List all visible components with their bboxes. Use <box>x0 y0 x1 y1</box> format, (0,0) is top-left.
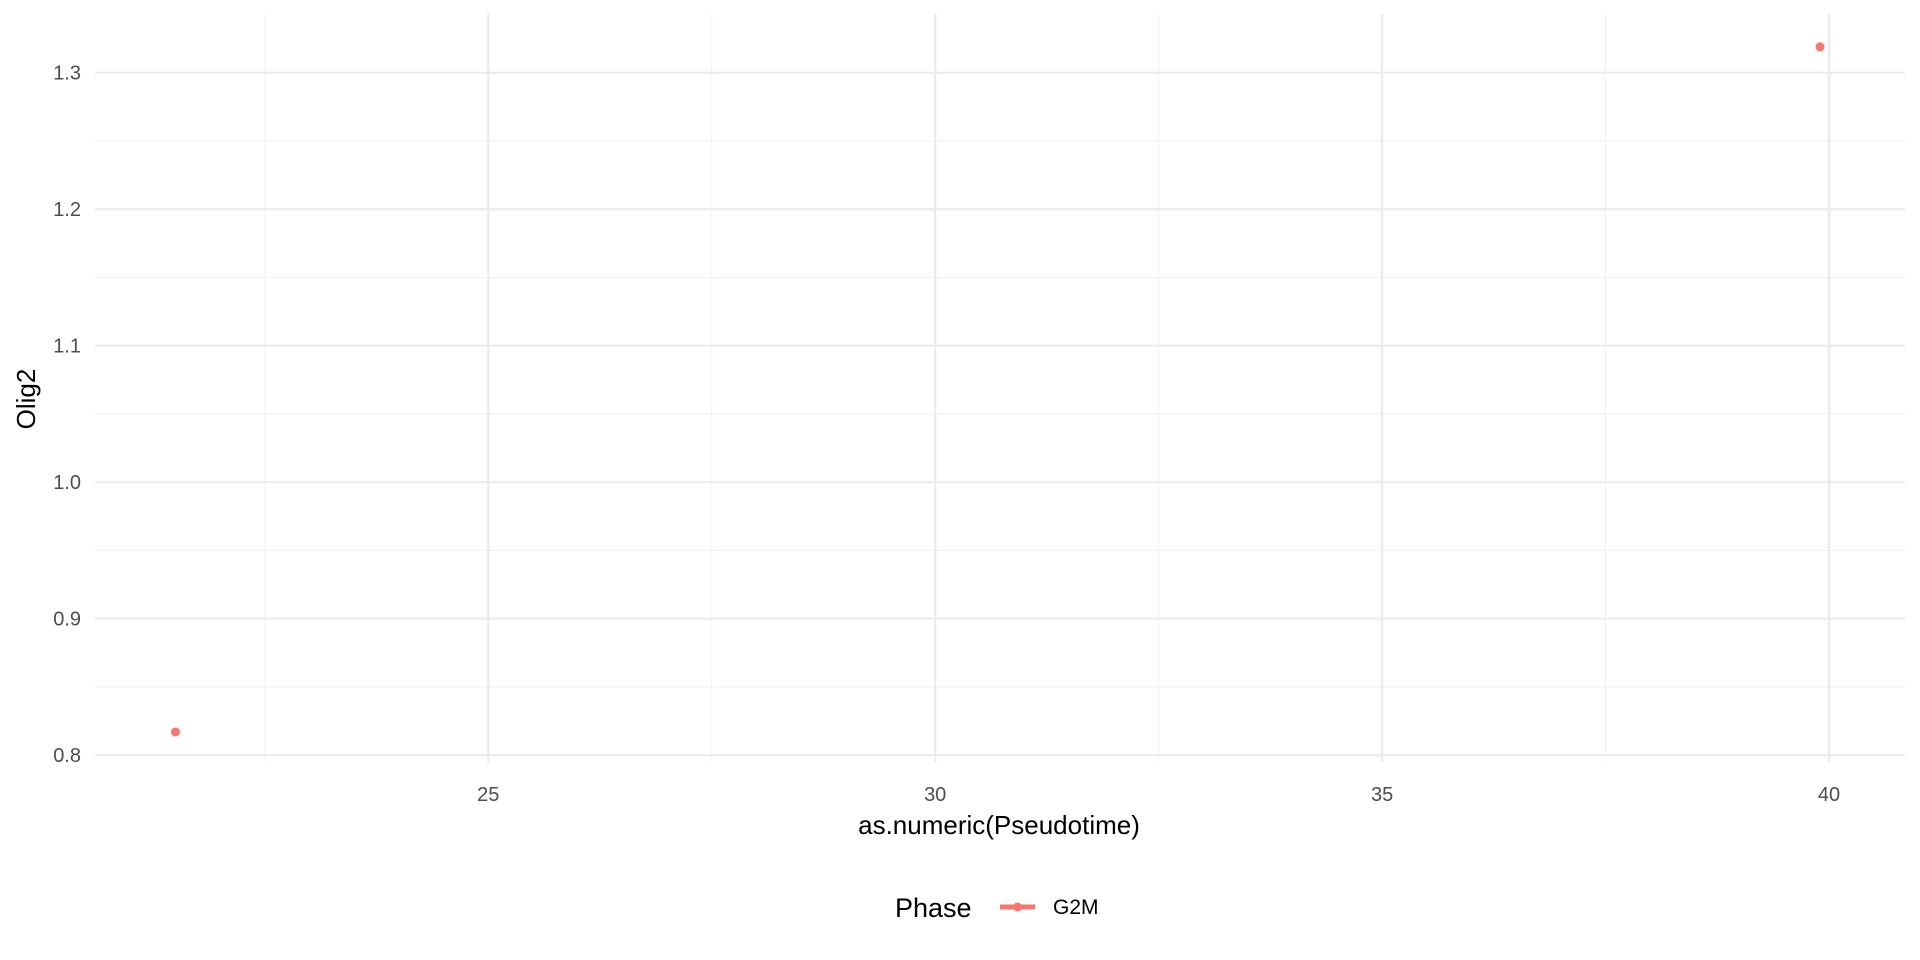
y-tick-label: 0.8 <box>53 745 81 767</box>
y-tick-label: 1.3 <box>53 63 81 85</box>
y-axis-title: Olig2 <box>11 369 41 430</box>
y-tick-label: 1.2 <box>53 199 81 221</box>
legend-key-point <box>1013 902 1022 912</box>
legend-label: G2M <box>1053 896 1099 919</box>
y-tick-label: 1.1 <box>53 336 81 358</box>
y-tick-label: 0.9 <box>53 609 81 631</box>
data-point <box>170 727 180 737</box>
data-point <box>1815 42 1825 52</box>
legend: Phase G2M <box>895 893 1099 923</box>
x-axis-ticks: 25 30 35 40 <box>477 784 1840 806</box>
x-tick-label: 30 <box>924 784 946 806</box>
x-tick-label: 40 <box>1818 784 1840 806</box>
x-tick-label: 35 <box>1371 784 1393 806</box>
y-tick-label: 1.0 <box>53 472 81 494</box>
legend-title: Phase <box>895 893 972 923</box>
x-tick-label: 25 <box>477 784 499 806</box>
y-axis-ticks: 0.8 0.9 1.0 1.1 1.2 1.3 <box>53 63 81 767</box>
legend-entries: G2M <box>1000 896 1099 919</box>
grid-lines <box>95 14 1905 762</box>
data-points <box>170 42 1825 737</box>
x-axis-title: as.numeric(Pseudotime) <box>858 810 1140 840</box>
